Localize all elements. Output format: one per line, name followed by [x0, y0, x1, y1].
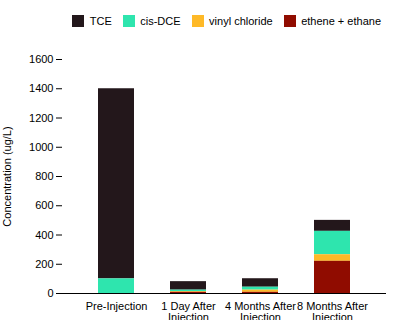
svg-text:1400: 1400: [29, 82, 53, 94]
svg-text:600: 600: [35, 199, 53, 211]
html-text:TCE: TCE: [89, 14, 112, 27]
html-text:cis-DCE: cis-DCE: [140, 14, 181, 27]
svg-text:Concentration (ug/L): Concentration (ug/L): [1, 126, 13, 226]
html-text:vinyl chloride: vinyl chloride: [209, 14, 273, 27]
svg-text:1600: 1600: [29, 53, 53, 65]
svg-text:8 Months AfterInjection: 8 Months AfterInjection: [297, 300, 368, 320]
svg-text:400: 400: [35, 228, 53, 240]
svg-text:200: 200: [35, 257, 53, 269]
html-text:ethene + ethane: ethene + ethane: [301, 14, 381, 27]
svg-text:1 Day AfterInjection: 1 Day AfterInjection: [161, 300, 216, 320]
svg-text:1000: 1000: [29, 140, 53, 152]
svg-text:0: 0: [47, 287, 53, 299]
svg-text:1200: 1200: [29, 111, 53, 123]
svg-text:4 Months AfterInjection: 4 Months AfterInjection: [225, 300, 296, 320]
svg-text:800: 800: [35, 170, 53, 182]
svg-text:Pre-Injection: Pre-Injection: [86, 300, 148, 312]
